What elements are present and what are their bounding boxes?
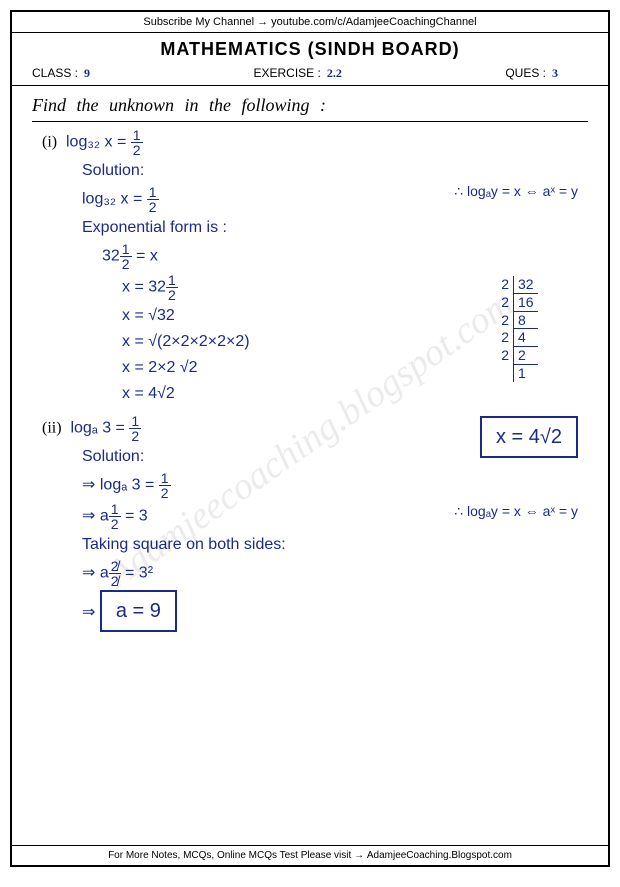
p1-solution-label: Solution: bbox=[32, 159, 588, 183]
exercise-value: 2.2 bbox=[321, 66, 372, 81]
frac-half: 12 bbox=[129, 414, 141, 443]
exercise-label: EXERCISE : bbox=[254, 66, 321, 81]
frac-half: 12 bbox=[131, 128, 143, 157]
class-value: 9 bbox=[78, 66, 120, 81]
p1-rule: ∴ logₐy = x ⇔ aˣ = y bbox=[454, 181, 578, 202]
p2-step2: ⇒ a2̸2̸ = 3² bbox=[32, 559, 588, 588]
question-prompt: Find the unknown in the following : bbox=[32, 92, 588, 122]
p1-step6: x = 4√2 bbox=[32, 382, 588, 406]
youtube-url: youtube.com/c/AdamjeeCoachingChannel bbox=[271, 16, 476, 28]
question-value: 3 bbox=[546, 66, 588, 81]
p2-square-label: Taking square on both sides: bbox=[32, 533, 588, 557]
worksheet-page: Subscribe My Channel → youtube.com/c/Ada… bbox=[10, 10, 610, 867]
p1-eq1: log₃₂ x = bbox=[66, 134, 131, 151]
p2-answer: a = 9 bbox=[100, 590, 177, 632]
class-label: CLASS : bbox=[32, 66, 78, 81]
p2-eq2-line: ⇒ logₐ 3 = 12 bbox=[32, 471, 588, 500]
frac-half: 12 bbox=[159, 471, 171, 500]
p1-answer-box: x = 4√2 bbox=[480, 416, 578, 458]
p1-step1: 3212 = x bbox=[32, 242, 588, 271]
page-title: MATHEMATICS (SINDH BOARD) bbox=[12, 33, 608, 64]
p2-answer-line: ⇒ a = 9 bbox=[32, 590, 588, 632]
arrow-icon: → bbox=[354, 850, 367, 861]
frac-half: 12 bbox=[147, 185, 159, 214]
subscribe-text: Subscribe My Channel bbox=[143, 16, 254, 28]
p1-eq2: log₃₂ x = bbox=[82, 191, 147, 208]
p2-eq2: logₐ 3 = bbox=[100, 477, 159, 494]
arrow-icon: → bbox=[257, 16, 271, 28]
meta-row: CLASS : 9 EXERCISE : 2.2 QUES : 3 bbox=[12, 64, 608, 86]
part-ii-tag: (ii) bbox=[42, 420, 62, 437]
p2-rule: ∴ logₐy = x ⇔ aˣ = y bbox=[454, 501, 578, 522]
part-i-tag: (i) bbox=[42, 134, 57, 151]
p1-answer: x = 4√2 bbox=[480, 416, 578, 458]
footer: For More Notes, MCQs, Online MCQs Test P… bbox=[12, 845, 608, 865]
header-link: Subscribe My Channel → youtube.com/c/Ada… bbox=[12, 12, 608, 33]
factorization-table: 232 216 28 24 22 1 bbox=[496, 276, 538, 382]
part-i-line: (i) log₃₂ x = 12 bbox=[32, 128, 588, 157]
content-area: Find the unknown in the following : (i) … bbox=[12, 86, 608, 640]
question-label: QUES : bbox=[505, 66, 546, 81]
footer-url: AdamjeeCoaching.Blogspot.com bbox=[367, 850, 512, 861]
p2-eq1: logₐ 3 = bbox=[70, 420, 129, 437]
footer-text: For More Notes, MCQs, Online MCQs Test P… bbox=[108, 850, 351, 861]
p1-exp-label: Exponential form is : bbox=[32, 216, 588, 240]
